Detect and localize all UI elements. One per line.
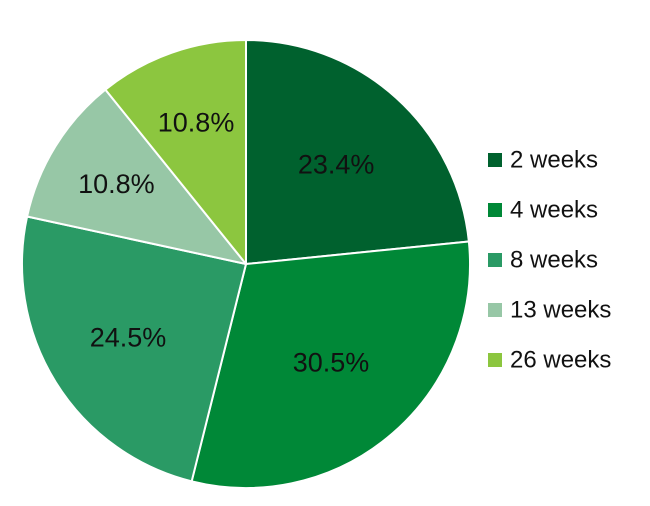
slice-value-label-2-weeks: 23.4% (298, 149, 375, 179)
pie-slice-26-weeks (104, 39, 247, 265)
pie-slice-13-weeks (26, 88, 247, 265)
slice-value-label-13-weeks: 10.8% (78, 169, 155, 199)
legend-label: 26 weeks (510, 347, 611, 374)
legend-swatch (488, 253, 502, 267)
pie-slices (21, 39, 471, 489)
pie-slice-4-weeks (190, 240, 471, 489)
legend-item-4-weeks: 4 weeks (488, 197, 598, 224)
legend-label: 8 weeks (510, 247, 598, 274)
legend-item-8-weeks: 8 weeks (488, 247, 598, 274)
legend-item-26-weeks: 26 weeks (488, 347, 611, 374)
slice-value-label-4-weeks: 30.5% (293, 347, 370, 377)
slice-value-label-26-weeks: 10.8% (158, 107, 235, 137)
legend-swatch (488, 303, 502, 317)
legend-label: 2 weeks (510, 147, 598, 174)
pie-slice-8-weeks (21, 215, 247, 483)
legend-item-2-weeks: 2 weeks (488, 147, 598, 174)
slice-labels: 23.4% 30.5% 24.5% 10.8% 10.8% (78, 107, 374, 377)
legend-swatch (488, 203, 502, 217)
slice-value-label-8-weeks: 24.5% (90, 322, 167, 352)
legend-item-13-weeks: 13 weeks (488, 297, 611, 324)
legend-swatch (488, 353, 502, 367)
legend-swatch (488, 153, 502, 167)
legend-label: 13 weeks (510, 297, 611, 324)
legend-label: 4 weeks (510, 197, 598, 224)
pie-slice-2-weeks (245, 39, 470, 265)
legend: 2 weeks 4 weeks 8 weeks 13 weeks 26 weeks (488, 147, 611, 374)
